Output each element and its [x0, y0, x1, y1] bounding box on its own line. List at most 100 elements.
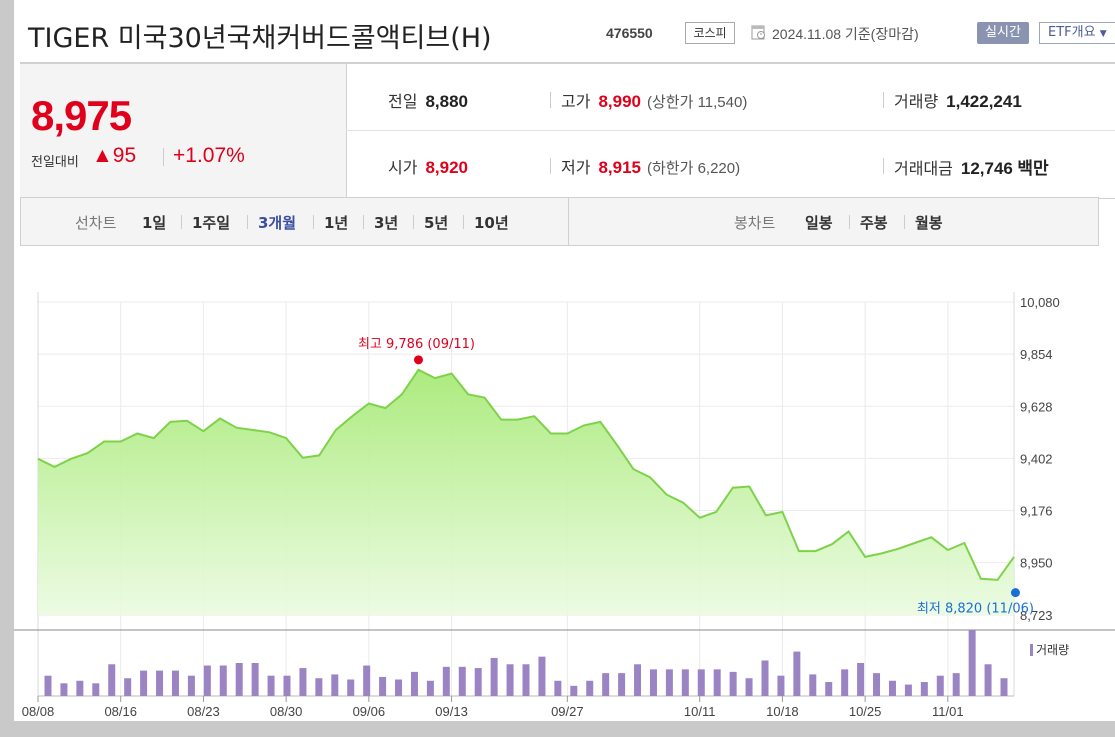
- period-10y[interactable]: 10년: [474, 214, 509, 232]
- y-axis: 10,080 9,854 9,628 9,402 9,176 8,950 8,723: [1020, 295, 1060, 623]
- volume-bar: [586, 680, 594, 696]
- divider: [849, 215, 850, 229]
- candle-monthly[interactable]: 월봉: [915, 214, 943, 232]
- period-1w[interactable]: 1주일: [192, 214, 231, 232]
- etf-code: 476550: [606, 25, 653, 41]
- volume-bar: [140, 670, 148, 696]
- volume-bar: [554, 680, 562, 696]
- y-tick-label: 8,723: [1020, 608, 1053, 623]
- divider: [883, 92, 884, 108]
- period-3m[interactable]: 3개월: [258, 214, 297, 232]
- volume-bar: [379, 676, 387, 696]
- x-tick-label: 09/27: [551, 704, 584, 719]
- volume-bar: [44, 675, 52, 696]
- etf-overview-label: ETF개요: [1048, 25, 1096, 40]
- divider: [363, 215, 364, 229]
- stat-label: 거래량: [894, 94, 939, 111]
- volume-bar: [442, 666, 450, 696]
- volume-bar: [602, 673, 610, 696]
- divider: [413, 215, 414, 229]
- x-tick-label: 10/25: [849, 704, 882, 719]
- x-tick-label: 11/01: [932, 704, 964, 719]
- period-bar: 선차트 1일 1주일 3개월 1년 3년 5년 10년 봉차트 일봉 주봉 월봉: [20, 197, 1099, 246]
- volume-bar: [267, 675, 275, 696]
- x-tick-label: 08/08: [22, 704, 55, 719]
- price-area-fill: [38, 369, 1014, 615]
- volume-bar: [665, 669, 673, 696]
- volume-bar: [920, 682, 928, 696]
- volume-bar: [681, 669, 689, 696]
- volume-bar: [634, 664, 642, 696]
- volume-bar: [841, 669, 849, 696]
- x-tick-label: 08/23: [187, 704, 220, 719]
- period-3y[interactable]: 3년: [374, 214, 399, 232]
- stat-value: 8,880: [425, 92, 468, 111]
- x-tick-label: 08/16: [104, 704, 137, 719]
- divider: [163, 148, 164, 166]
- volume-bar: [347, 679, 355, 696]
- volume-bar: [936, 675, 944, 696]
- stock-widget: TIGER 미국30년국채커버드콜액티브(H) 476550 코스피 2024.…: [14, 0, 1115, 721]
- volume-bar: [888, 680, 896, 696]
- period-5y[interactable]: 5년: [424, 214, 449, 232]
- volume-bar: [76, 680, 84, 696]
- volume-bar: [171, 670, 179, 696]
- stat-value: 1,422,241: [946, 92, 1022, 111]
- volume-bar: [60, 683, 68, 696]
- volume-bar: [745, 678, 753, 696]
- x-tick-label: 09/06: [353, 704, 386, 719]
- divider: [313, 215, 314, 229]
- stat-open: 시가 8,920: [388, 154, 468, 178]
- divider: [247, 215, 248, 229]
- stat-volume: 거래량 1,422,241: [894, 88, 1022, 112]
- stat-label: 거래대금: [894, 161, 953, 178]
- volume-bar: [857, 663, 865, 696]
- realtime-button[interactable]: 실시간: [977, 22, 1029, 44]
- volume-bar: [251, 663, 259, 696]
- price-line: [37, 368, 1015, 581]
- volume-bar: [713, 669, 721, 696]
- candle-weekly[interactable]: 주봉: [860, 214, 888, 232]
- volume-bar: [315, 678, 323, 696]
- etf-name: TIGER 미국30년국채커버드콜액티브(H): [28, 23, 492, 54]
- volume-bar: [761, 660, 769, 696]
- volume-bar: [697, 669, 705, 696]
- diff-rate: +1.07%: [173, 144, 245, 167]
- stat-low: 저가 8,915 (하한가 6,220): [561, 154, 740, 178]
- volume-bar: [124, 678, 132, 696]
- x-tick-label: 10/18: [766, 704, 799, 719]
- current-price: 8,975: [31, 92, 132, 139]
- period-1d[interactable]: 1일: [142, 214, 167, 232]
- stat-value: 8,915: [598, 158, 641, 177]
- stat-value: 8,990: [598, 92, 641, 111]
- max-annotation: 최고 9,786 (09/11): [358, 337, 475, 352]
- divider: [904, 215, 905, 229]
- stat-label: 전일: [388, 94, 418, 111]
- volume-bar: [809, 674, 817, 696]
- volume-bar: [570, 685, 578, 696]
- volume-bar: [474, 668, 482, 696]
- volume-bar: [522, 664, 530, 696]
- stat-prev-close: 전일 8,880: [388, 88, 468, 112]
- divider: [346, 130, 1115, 131]
- stat-sub: (하한가 6,220): [647, 160, 741, 177]
- period-1y[interactable]: 1년: [324, 214, 349, 232]
- stat-sub: (상한가 11,540): [647, 94, 748, 111]
- volume-bar: [729, 671, 737, 696]
- header: TIGER 미국30년국채커버드콜액티브(H) 476550 코스피 2024.…: [14, 0, 1115, 62]
- volume-bar: [506, 664, 514, 696]
- candle-daily[interactable]: 일봉: [805, 214, 833, 232]
- date-info: 2024.11.08 기준(장마감): [772, 24, 919, 44]
- min-marker: [1010, 588, 1020, 598]
- date-value: 2024.11.08: [772, 26, 842, 42]
- divider: [181, 215, 182, 229]
- stat-high: 고가 8,990 (상한가 11,540): [561, 88, 747, 112]
- current-price-box: 8,975 전일대비 ▲95 +1.07%: [20, 64, 347, 198]
- etf-overview-button[interactable]: ETF개요 ▼: [1039, 22, 1115, 44]
- stat-label: 저가: [561, 160, 591, 177]
- volume-bar: [984, 664, 992, 696]
- volume-bar: [952, 673, 960, 696]
- candle-chart-label: 봉차트: [734, 214, 776, 232]
- diff-label: 전일대비: [31, 155, 79, 170]
- volume-bar: [873, 673, 881, 696]
